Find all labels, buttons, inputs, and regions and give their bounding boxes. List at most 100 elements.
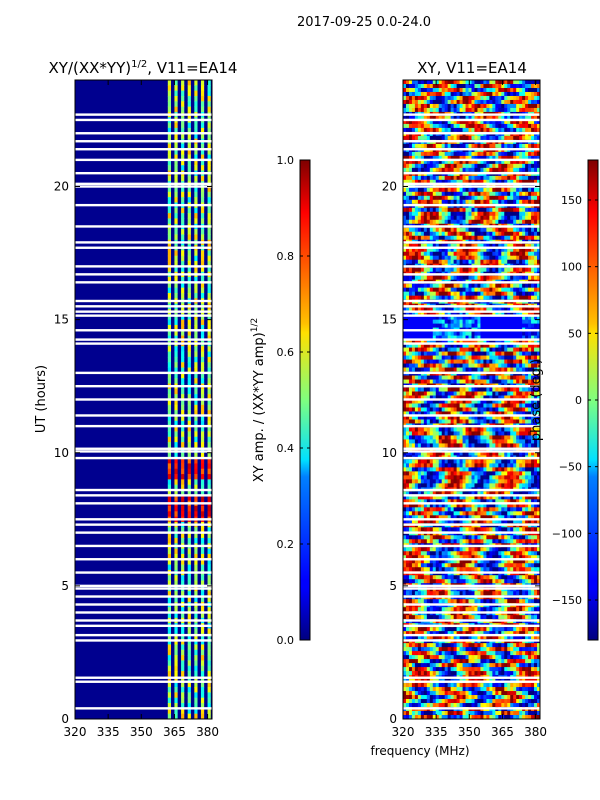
heatmap-cell — [537, 359, 540, 364]
heatmap-cell — [498, 247, 502, 253]
heatmap-cell — [174, 713, 178, 719]
heatmap-cell — [435, 175, 440, 181]
heatmap-cell — [429, 211, 434, 217]
heatmap-cell — [489, 207, 493, 213]
heatmap-cell — [187, 649, 191, 656]
heatmap-cell — [167, 436, 172, 443]
heatmap-cell — [510, 119, 514, 125]
heatmap-cell — [432, 391, 437, 396]
heatmap-cell — [435, 291, 440, 297]
heatmap-cell — [492, 195, 496, 201]
heatmap-cell — [181, 255, 185, 262]
heatmap-cell — [516, 151, 520, 157]
heatmap-cell — [510, 99, 514, 105]
heatmap-cell — [187, 277, 191, 283]
heatmap-cell — [462, 427, 466, 432]
heatmap-cell — [423, 315, 428, 321]
heatmap-cell — [411, 403, 416, 408]
heatmap-cell — [417, 415, 422, 420]
heatmap-cell — [174, 479, 178, 486]
heatmap-cell — [207, 143, 211, 150]
heatmap-cell — [432, 115, 437, 121]
heatmap-cell — [411, 135, 416, 141]
heatmap-cell — [447, 375, 452, 380]
heatmap-cell — [474, 83, 478, 89]
heatmap-cell — [447, 291, 452, 297]
heatmap-cell — [462, 119, 466, 125]
heatmap-cell — [426, 295, 431, 301]
heatmap-cell — [510, 351, 514, 356]
heatmap-cell — [510, 283, 514, 289]
heatmap-cell — [459, 275, 463, 281]
heatmap-cell — [447, 247, 452, 253]
heatmap-cell — [450, 255, 455, 261]
heatmap-cell — [408, 251, 413, 257]
heatmap-cell — [167, 159, 172, 166]
heatmap-cell — [510, 391, 514, 396]
heatmap-cell — [495, 243, 499, 249]
heatmap-cell — [194, 628, 198, 635]
heatmap-cell — [489, 87, 493, 93]
heatmap-cell — [468, 255, 472, 261]
heatmap-cell — [504, 135, 508, 141]
heatmap-cell — [438, 347, 443, 352]
heatmap-cell — [465, 347, 469, 352]
heatmap-cell — [471, 351, 475, 356]
heatmap-cell — [468, 159, 472, 165]
heatmap-cell — [453, 167, 458, 173]
heatmap-cell — [174, 644, 178, 651]
heatmap-cell — [492, 323, 496, 329]
heatmap-cell — [531, 315, 535, 321]
heatmap-cell — [501, 155, 505, 161]
heatmap-cell — [474, 407, 478, 412]
heatmap-cell — [507, 215, 511, 221]
heatmap-cell — [187, 399, 191, 406]
heatmap-cell — [444, 167, 449, 173]
heatmap-cell — [504, 247, 508, 253]
heatmap-cell — [438, 411, 443, 416]
heatmap-cell — [534, 407, 538, 412]
flagged-row — [75, 265, 212, 268]
heatmap-cell — [516, 91, 520, 97]
heatmap-cell — [403, 375, 407, 380]
heatmap-cell — [414, 251, 419, 257]
heatmap-cell — [194, 143, 198, 150]
heatmap-cell — [194, 458, 198, 464]
heatmap-cell — [450, 135, 455, 141]
heatmap-cell — [200, 255, 205, 262]
heatmap-cell — [486, 355, 490, 360]
heatmap-cell — [522, 391, 526, 396]
heatmap-cell — [480, 143, 484, 149]
heatmap-cell — [405, 351, 410, 356]
heatmap-cell — [423, 367, 428, 372]
heatmap-cell — [450, 167, 455, 173]
heatmap-cell — [537, 323, 540, 329]
heatmap-cell — [534, 195, 538, 201]
heatmap-cell — [405, 395, 410, 400]
heatmap-cell — [447, 195, 452, 201]
heatmap-cell — [507, 295, 511, 301]
heatmap-cell — [474, 115, 478, 121]
heatmap-cell — [537, 311, 540, 317]
heatmap-cell — [528, 195, 532, 201]
heatmap-cell — [489, 343, 493, 348]
heatmap-cell — [519, 375, 523, 380]
heatmap-cell — [507, 103, 511, 109]
heatmap-cell — [477, 291, 481, 297]
heatmap-cell — [429, 80, 434, 85]
heatmap-cell — [207, 85, 211, 92]
heatmap-cell — [200, 596, 205, 603]
heatmap-cell — [528, 375, 532, 380]
heatmap-cell — [447, 411, 452, 416]
heatmap-cell — [447, 379, 452, 384]
heatmap-cell — [444, 319, 449, 325]
heatmap-cell — [513, 215, 517, 221]
heatmap-cell — [468, 375, 472, 380]
heatmap-cell — [420, 231, 425, 237]
heatmap-cell — [468, 191, 472, 197]
heatmap-cell — [531, 275, 535, 281]
heatmap-cell — [207, 175, 211, 182]
heatmap-cell — [200, 80, 205, 86]
